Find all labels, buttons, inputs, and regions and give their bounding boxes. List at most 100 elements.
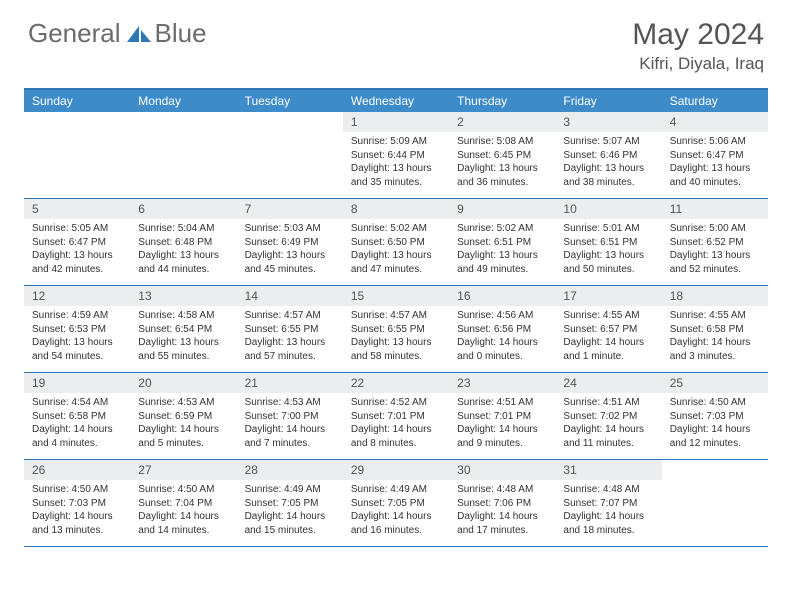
day-number: 27 xyxy=(130,460,236,480)
day-info: Sunrise: 4:57 AMSunset: 6:55 PMDaylight:… xyxy=(343,306,449,367)
weekday-header-row: SundayMondayTuesdayWednesdayThursdayFrid… xyxy=(24,90,768,112)
day-info: Sunrise: 5:06 AMSunset: 6:47 PMDaylight:… xyxy=(662,132,768,193)
day-cell: 18Sunrise: 4:55 AMSunset: 6:58 PMDayligh… xyxy=(662,286,768,372)
day-number: 10 xyxy=(555,199,661,219)
day-info: Sunrise: 4:52 AMSunset: 7:01 PMDaylight:… xyxy=(343,393,449,454)
weekday-header-friday: Friday xyxy=(555,90,661,112)
day-cell: 22Sunrise: 4:52 AMSunset: 7:01 PMDayligh… xyxy=(343,373,449,459)
empty-day xyxy=(130,112,236,132)
day-number: 4 xyxy=(662,112,768,132)
day-info: Sunrise: 5:04 AMSunset: 6:48 PMDaylight:… xyxy=(130,219,236,280)
day-info: Sunrise: 5:01 AMSunset: 6:51 PMDaylight:… xyxy=(555,219,661,280)
day-info: Sunrise: 5:02 AMSunset: 6:51 PMDaylight:… xyxy=(449,219,555,280)
day-cell xyxy=(237,112,343,198)
day-number: 29 xyxy=(343,460,449,480)
day-cell: 28Sunrise: 4:49 AMSunset: 7:05 PMDayligh… xyxy=(237,460,343,546)
day-info: Sunrise: 5:00 AMSunset: 6:52 PMDaylight:… xyxy=(662,219,768,280)
day-info: Sunrise: 5:07 AMSunset: 6:46 PMDaylight:… xyxy=(555,132,661,193)
day-cell: 3Sunrise: 5:07 AMSunset: 6:46 PMDaylight… xyxy=(555,112,661,198)
day-cell: 6Sunrise: 5:04 AMSunset: 6:48 PMDaylight… xyxy=(130,199,236,285)
weekday-header-wednesday: Wednesday xyxy=(343,90,449,112)
day-cell: 17Sunrise: 4:55 AMSunset: 6:57 PMDayligh… xyxy=(555,286,661,372)
day-number: 13 xyxy=(130,286,236,306)
day-number: 14 xyxy=(237,286,343,306)
day-cell: 27Sunrise: 4:50 AMSunset: 7:04 PMDayligh… xyxy=(130,460,236,546)
day-number: 19 xyxy=(24,373,130,393)
day-info: Sunrise: 4:51 AMSunset: 7:01 PMDaylight:… xyxy=(449,393,555,454)
day-info: Sunrise: 4:49 AMSunset: 7:05 PMDaylight:… xyxy=(237,480,343,541)
day-number: 16 xyxy=(449,286,555,306)
day-cell: 5Sunrise: 5:05 AMSunset: 6:47 PMDaylight… xyxy=(24,199,130,285)
day-info: Sunrise: 4:59 AMSunset: 6:53 PMDaylight:… xyxy=(24,306,130,367)
day-info: Sunrise: 4:50 AMSunset: 7:04 PMDaylight:… xyxy=(130,480,236,541)
day-info: Sunrise: 4:48 AMSunset: 7:07 PMDaylight:… xyxy=(555,480,661,541)
brand-logo: General Blue xyxy=(28,18,207,49)
day-number: 15 xyxy=(343,286,449,306)
day-number: 8 xyxy=(343,199,449,219)
day-cell: 31Sunrise: 4:48 AMSunset: 7:07 PMDayligh… xyxy=(555,460,661,546)
week-row: 1Sunrise: 5:09 AMSunset: 6:44 PMDaylight… xyxy=(24,112,768,199)
day-cell: 7Sunrise: 5:03 AMSunset: 6:49 PMDaylight… xyxy=(237,199,343,285)
day-cell: 25Sunrise: 4:50 AMSunset: 7:03 PMDayligh… xyxy=(662,373,768,459)
week-row: 19Sunrise: 4:54 AMSunset: 6:58 PMDayligh… xyxy=(24,373,768,460)
day-info: Sunrise: 4:51 AMSunset: 7:02 PMDaylight:… xyxy=(555,393,661,454)
day-cell: 2Sunrise: 5:08 AMSunset: 6:45 PMDaylight… xyxy=(449,112,555,198)
day-cell: 15Sunrise: 4:57 AMSunset: 6:55 PMDayligh… xyxy=(343,286,449,372)
day-info: Sunrise: 4:56 AMSunset: 6:56 PMDaylight:… xyxy=(449,306,555,367)
day-info: Sunrise: 4:57 AMSunset: 6:55 PMDaylight:… xyxy=(237,306,343,367)
day-number: 18 xyxy=(662,286,768,306)
day-cell: 20Sunrise: 4:53 AMSunset: 6:59 PMDayligh… xyxy=(130,373,236,459)
day-cell: 11Sunrise: 5:00 AMSunset: 6:52 PMDayligh… xyxy=(662,199,768,285)
brand-name-1: General xyxy=(28,18,121,49)
day-number: 30 xyxy=(449,460,555,480)
weekday-header-saturday: Saturday xyxy=(662,90,768,112)
day-info: Sunrise: 4:54 AMSunset: 6:58 PMDaylight:… xyxy=(24,393,130,454)
day-cell: 13Sunrise: 4:58 AMSunset: 6:54 PMDayligh… xyxy=(130,286,236,372)
page-header: General Blue May 2024 Kifri, Diyala, Ira… xyxy=(0,0,792,82)
empty-day xyxy=(237,112,343,132)
day-number: 17 xyxy=(555,286,661,306)
day-number: 6 xyxy=(130,199,236,219)
day-cell xyxy=(130,112,236,198)
day-info: Sunrise: 4:49 AMSunset: 7:05 PMDaylight:… xyxy=(343,480,449,541)
day-cell: 12Sunrise: 4:59 AMSunset: 6:53 PMDayligh… xyxy=(24,286,130,372)
week-row: 12Sunrise: 4:59 AMSunset: 6:53 PMDayligh… xyxy=(24,286,768,373)
day-cell: 9Sunrise: 5:02 AMSunset: 6:51 PMDaylight… xyxy=(449,199,555,285)
day-cell: 29Sunrise: 4:49 AMSunset: 7:05 PMDayligh… xyxy=(343,460,449,546)
day-number: 21 xyxy=(237,373,343,393)
calendar-grid: SundayMondayTuesdayWednesdayThursdayFrid… xyxy=(24,88,768,547)
day-cell: 26Sunrise: 4:50 AMSunset: 7:03 PMDayligh… xyxy=(24,460,130,546)
weekday-header-sunday: Sunday xyxy=(24,90,130,112)
day-info: Sunrise: 4:50 AMSunset: 7:03 PMDaylight:… xyxy=(24,480,130,541)
brand-sail-icon xyxy=(125,24,153,44)
title-block: May 2024 Kifri, Diyala, Iraq xyxy=(632,18,764,74)
day-number: 31 xyxy=(555,460,661,480)
day-info: Sunrise: 4:58 AMSunset: 6:54 PMDaylight:… xyxy=(130,306,236,367)
empty-day xyxy=(24,112,130,132)
day-number: 28 xyxy=(237,460,343,480)
day-cell: 19Sunrise: 4:54 AMSunset: 6:58 PMDayligh… xyxy=(24,373,130,459)
day-info: Sunrise: 5:09 AMSunset: 6:44 PMDaylight:… xyxy=(343,132,449,193)
day-info: Sunrise: 4:55 AMSunset: 6:58 PMDaylight:… xyxy=(662,306,768,367)
week-row: 5Sunrise: 5:05 AMSunset: 6:47 PMDaylight… xyxy=(24,199,768,286)
day-number: 5 xyxy=(24,199,130,219)
day-number: 24 xyxy=(555,373,661,393)
day-cell: 10Sunrise: 5:01 AMSunset: 6:51 PMDayligh… xyxy=(555,199,661,285)
location-text: Kifri, Diyala, Iraq xyxy=(632,54,764,74)
day-cell: 1Sunrise: 5:09 AMSunset: 6:44 PMDaylight… xyxy=(343,112,449,198)
day-info: Sunrise: 5:02 AMSunset: 6:50 PMDaylight:… xyxy=(343,219,449,280)
day-number: 1 xyxy=(343,112,449,132)
day-cell: 8Sunrise: 5:02 AMSunset: 6:50 PMDaylight… xyxy=(343,199,449,285)
day-number: 25 xyxy=(662,373,768,393)
day-number: 20 xyxy=(130,373,236,393)
day-cell xyxy=(24,112,130,198)
day-number: 26 xyxy=(24,460,130,480)
day-number: 3 xyxy=(555,112,661,132)
weekday-header-tuesday: Tuesday xyxy=(237,90,343,112)
day-number: 23 xyxy=(449,373,555,393)
day-number: 2 xyxy=(449,112,555,132)
day-number: 11 xyxy=(662,199,768,219)
week-row: 26Sunrise: 4:50 AMSunset: 7:03 PMDayligh… xyxy=(24,460,768,547)
day-info: Sunrise: 5:03 AMSunset: 6:49 PMDaylight:… xyxy=(237,219,343,280)
day-info: Sunrise: 5:08 AMSunset: 6:45 PMDaylight:… xyxy=(449,132,555,193)
